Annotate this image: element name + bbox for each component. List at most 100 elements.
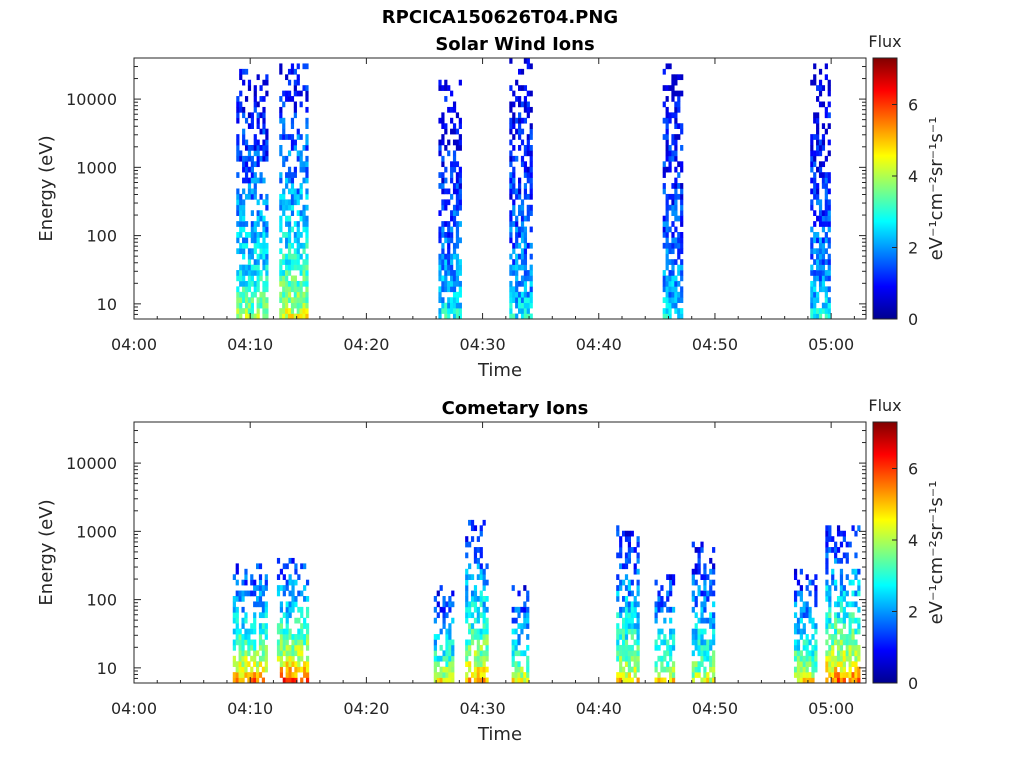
heatmap-cell: [669, 634, 673, 640]
heatmap-cell: [619, 661, 623, 667]
heatmap-cell: [300, 644, 304, 651]
heatmap-cell: [636, 568, 640, 575]
heatmap-cell: [452, 150, 457, 157]
heatmap-cell: [302, 166, 306, 173]
heatmap-cell: [520, 215, 525, 222]
heatmap-cell: [448, 666, 452, 673]
heatmap-cell: [674, 242, 678, 249]
heatmap-cell: [700, 617, 704, 624]
heatmap-cell: [285, 606, 289, 613]
heatmap-cell: [442, 606, 446, 613]
heatmap-cell: [445, 612, 449, 619]
heatmap-cell: [811, 634, 815, 640]
heatmap-cell: [813, 79, 817, 86]
heatmap-cell: [810, 242, 814, 249]
heatmap-cell: [305, 134, 309, 140]
heatmap-cell: [799, 606, 803, 613]
heatmap-cell: [288, 579, 292, 586]
heatmap-cell: [444, 96, 448, 102]
heatmap-cell: [438, 232, 442, 238]
heatmap-cell: [619, 672, 623, 678]
heatmap-cell: [660, 666, 664, 673]
heatmap-cell: [455, 139, 460, 146]
heatmap-cell: [624, 623, 629, 629]
heatmap-cell: [288, 666, 292, 673]
heatmap-cell: [818, 253, 823, 260]
heatmap-cell: [300, 612, 304, 619]
heatmap-cell: [622, 655, 626, 662]
heatmap-cell: [839, 655, 844, 662]
x-axis-label: Time: [477, 724, 522, 745]
heatmap-cell: [665, 139, 669, 146]
heatmap-cell: [444, 188, 448, 195]
heatmap-cell: [834, 661, 838, 667]
y-tick-label: 10000: [66, 90, 117, 109]
heatmap-cell: [264, 601, 268, 608]
heatmap-cell: [241, 623, 245, 629]
heatmap-cell: [813, 112, 817, 119]
heatmap-cell: [242, 215, 246, 222]
heatmap-cell: [294, 617, 298, 624]
heatmap-cell: [802, 677, 806, 684]
heatmap-cell: [236, 155, 240, 162]
heatmap-cell: [622, 623, 626, 629]
heatmap-cell: [697, 547, 701, 553]
heatmap-cell: [253, 188, 257, 195]
heatmap-cell: [291, 601, 295, 608]
heatmap-cell: [282, 161, 286, 168]
heatmap-cell: [839, 601, 844, 608]
heatmap-cell: [842, 590, 846, 597]
heatmap-cell: [296, 232, 300, 238]
heatmap-cell: [523, 188, 528, 195]
panel-title: Cometary Ions: [442, 398, 589, 419]
heatmap-cell: [285, 221, 289, 227]
heatmap-cell: [285, 672, 289, 678]
heatmap-cell: [305, 166, 309, 173]
heatmap-cell: [452, 286, 457, 293]
heatmap-cell: [447, 106, 451, 113]
heatmap-cell: [293, 259, 297, 265]
heatmap-cell: [821, 172, 826, 178]
heatmap-cell: [441, 253, 445, 260]
heatmap-cell: [236, 172, 240, 178]
heatmap-cell: [512, 134, 516, 140]
heatmap-cell: [700, 612, 704, 619]
heatmap-cell: [250, 623, 254, 629]
heatmap-cell: [305, 661, 310, 667]
heatmap-cell: [455, 242, 460, 249]
heatmap-cell: [814, 623, 818, 629]
heatmap-cell: [520, 677, 524, 684]
heatmap-cell: [256, 650, 260, 657]
heatmap-cell: [700, 650, 704, 657]
heatmap-cell: [712, 579, 716, 586]
heatmap-cell: [262, 106, 266, 113]
heatmap-cell: [293, 297, 297, 303]
heatmap-cell: [447, 199, 451, 206]
heatmap-cell: [839, 579, 844, 586]
heatmap-cell: [300, 623, 304, 629]
heatmap-cell: [523, 264, 528, 271]
heatmap-cell: [452, 253, 457, 260]
heatmap-cell: [242, 253, 246, 260]
heatmap-cell: [518, 210, 522, 216]
heatmap-cell: [668, 63, 672, 70]
heatmap-cell: [482, 612, 486, 619]
heatmap-cell: [465, 650, 469, 657]
heatmap-cell: [444, 204, 448, 211]
heatmap-cell: [814, 666, 818, 673]
colorbar-tick-label: 0: [908, 674, 918, 693]
heatmap-cell: [256, 112, 260, 119]
heatmap-cell: [244, 161, 249, 168]
heatmap-cell: [706, 655, 710, 662]
heatmap-cell: [518, 204, 522, 211]
heatmap-cell: [287, 188, 292, 195]
heatmap-cell: [282, 259, 286, 265]
heatmap-cell: [523, 606, 527, 613]
heatmap-cell: [529, 123, 533, 129]
heatmap-cell: [796, 617, 801, 624]
heatmap-cell: [239, 275, 243, 282]
heatmap-cell: [669, 585, 673, 591]
heatmap-cell: [845, 639, 849, 646]
heatmap-cell: [512, 270, 516, 276]
heatmap-cell: [663, 639, 667, 646]
